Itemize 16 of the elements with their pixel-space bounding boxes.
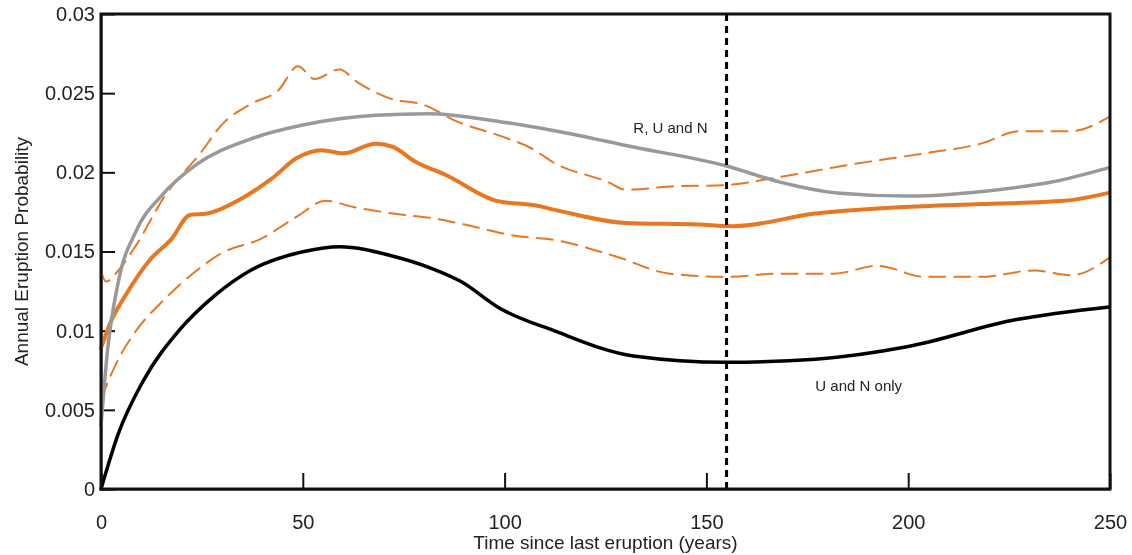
y-tick-label: 0.01 <box>56 319 95 342</box>
y-tick-label: 0 <box>83 477 95 500</box>
y-axis-title: Annual Eruption Probability <box>11 136 32 367</box>
y-tick-label: 0.005 <box>44 398 95 421</box>
y-tick-label: 0.015 <box>44 240 95 263</box>
x-tick-label: 100 <box>488 511 522 534</box>
y-tick-label: 0.03 <box>56 2 95 25</box>
series-label: R, U and N <box>633 119 708 136</box>
y-tick-label: 0.02 <box>56 161 95 184</box>
x-tick-label: 200 <box>892 511 926 534</box>
series-label: U and N only <box>815 377 903 395</box>
x-tick-label: 50 <box>292 511 315 534</box>
y-tick-label: 0.025 <box>44 82 95 105</box>
x-tick-label: 250 <box>1093 511 1128 534</box>
x-tick-label: 150 <box>690 511 724 534</box>
x-axis-title: Time since last eruption (years) <box>473 532 738 553</box>
